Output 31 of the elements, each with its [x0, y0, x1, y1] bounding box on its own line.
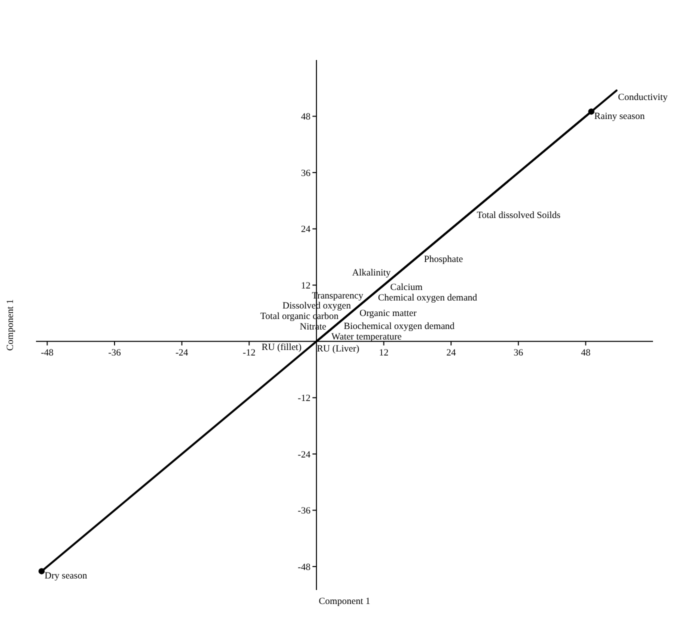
annotation: Water temperature — [331, 332, 402, 342]
x-tick-label: -36 — [108, 348, 122, 358]
annotation: Organic matter — [359, 309, 418, 320]
y-tick-label: -36 — [298, 506, 311, 517]
x-tick-label: 24 — [446, 348, 456, 358]
annotation: Biochemical oxygen demand — [344, 322, 455, 332]
y-tick-label: -24 — [298, 450, 311, 460]
data-label: Dry season — [44, 572, 88, 582]
x-tick-label: -24 — [176, 348, 188, 358]
annotation: RU (fillet) — [262, 343, 302, 353]
y-tick-label: 36 — [300, 168, 311, 179]
annotation: Alkalinity — [352, 268, 391, 278]
y-axis-title: Component 1 — [6, 299, 16, 351]
y-tick-label: 24 — [300, 225, 311, 236]
y-tick-label: 12 — [300, 281, 311, 292]
annotation: Chemical oxygen demand — [378, 294, 478, 304]
x-tick-label: -12 — [242, 348, 256, 358]
x-tick-label: 12 — [379, 348, 389, 358]
annotation: Total dissolved Soilds — [476, 211, 561, 222]
y-tick-label: -12 — [298, 394, 311, 404]
x-tick-label: 36 — [514, 348, 524, 358]
y-tick-label: 48 — [300, 112, 311, 123]
annotation: Phosphate — [424, 255, 464, 266]
y-tick-label: -48 — [298, 562, 311, 573]
annotation: Conductivity — [618, 92, 668, 103]
x-tick-label: -48 — [40, 348, 54, 358]
annotation: RU (Liver) — [316, 344, 360, 355]
x-axis-title: Component 1 — [318, 597, 370, 607]
data-label: Rainy season — [594, 112, 645, 122]
annotation: Calcium — [390, 283, 424, 294]
x-tick-label: 48 — [580, 348, 591, 358]
